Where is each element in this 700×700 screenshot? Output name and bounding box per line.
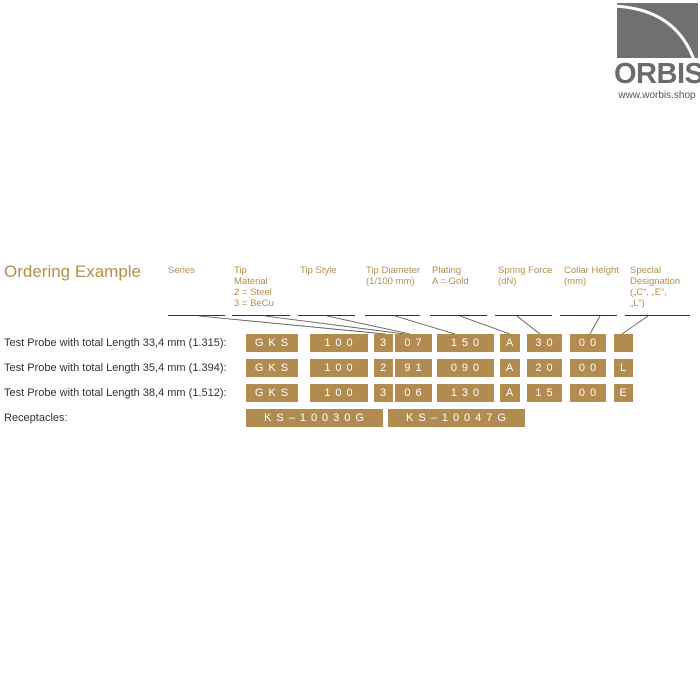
row-label: Test Probe with total Length 35,4 mm (1.… bbox=[4, 362, 227, 374]
column-header: Spring Force (dN) bbox=[498, 265, 553, 287]
column-header: Tip Material 2 = Steel 3 = BeCu bbox=[234, 265, 274, 309]
column-header: Series bbox=[168, 265, 195, 276]
code-cell: E bbox=[614, 384, 633, 402]
code-cell: 20 bbox=[527, 359, 562, 377]
code-cell: L bbox=[614, 359, 633, 377]
code-cell: A bbox=[500, 359, 520, 377]
page-title: Ordering Example bbox=[4, 262, 142, 281]
code-cell: GKS bbox=[246, 334, 298, 352]
code-cell: 130 bbox=[437, 384, 494, 402]
logo-url[interactable]: www.worbis.shop bbox=[618, 90, 696, 101]
code-cell: 3 bbox=[374, 384, 393, 402]
code-cell: 3 bbox=[374, 334, 393, 352]
code-cell: 00 bbox=[570, 359, 606, 377]
column-header: Special Designation („C“, „E“, „L“) bbox=[630, 265, 681, 309]
receptacle-code: KS–10030G bbox=[246, 409, 383, 427]
code-cell: 100 bbox=[310, 334, 368, 352]
receptacle-code: KS–10047G bbox=[388, 409, 525, 427]
logo-brand: ORBIS bbox=[614, 58, 700, 90]
code-cell: 06 bbox=[395, 384, 432, 402]
code-cell: 00 bbox=[570, 384, 606, 402]
code-cell: 91 bbox=[395, 359, 432, 377]
receptacles-label: Receptacles: bbox=[4, 412, 68, 424]
code-cell: GKS bbox=[246, 359, 298, 377]
code-cell: 15 bbox=[527, 384, 562, 402]
column-header: Tip Diameter (1/100 mm) bbox=[366, 265, 421, 287]
code-cell: 100 bbox=[310, 359, 368, 377]
row-label: Test Probe with total Length 33,4 mm (1.… bbox=[4, 337, 227, 349]
code-cell: A bbox=[500, 334, 520, 352]
code-cell bbox=[614, 334, 633, 352]
column-header: Plating A = Gold bbox=[432, 265, 469, 287]
orbis-logo-mark bbox=[617, 3, 698, 58]
column-header: Tip Style bbox=[300, 265, 337, 276]
code-cell: 30 bbox=[527, 334, 562, 352]
code-cell: A bbox=[500, 384, 520, 402]
code-cell: 150 bbox=[437, 334, 494, 352]
code-cell: 00 bbox=[570, 334, 606, 352]
code-cell: 100 bbox=[310, 384, 368, 402]
column-header: Collar Height (mm) bbox=[564, 265, 619, 287]
code-cell: 090 bbox=[437, 359, 494, 377]
code-cell: 07 bbox=[395, 334, 432, 352]
code-cell: 2 bbox=[374, 359, 393, 377]
row-label: Test Probe with total Length 38,4 mm (1.… bbox=[4, 387, 227, 399]
code-cell: GKS bbox=[246, 384, 298, 402]
